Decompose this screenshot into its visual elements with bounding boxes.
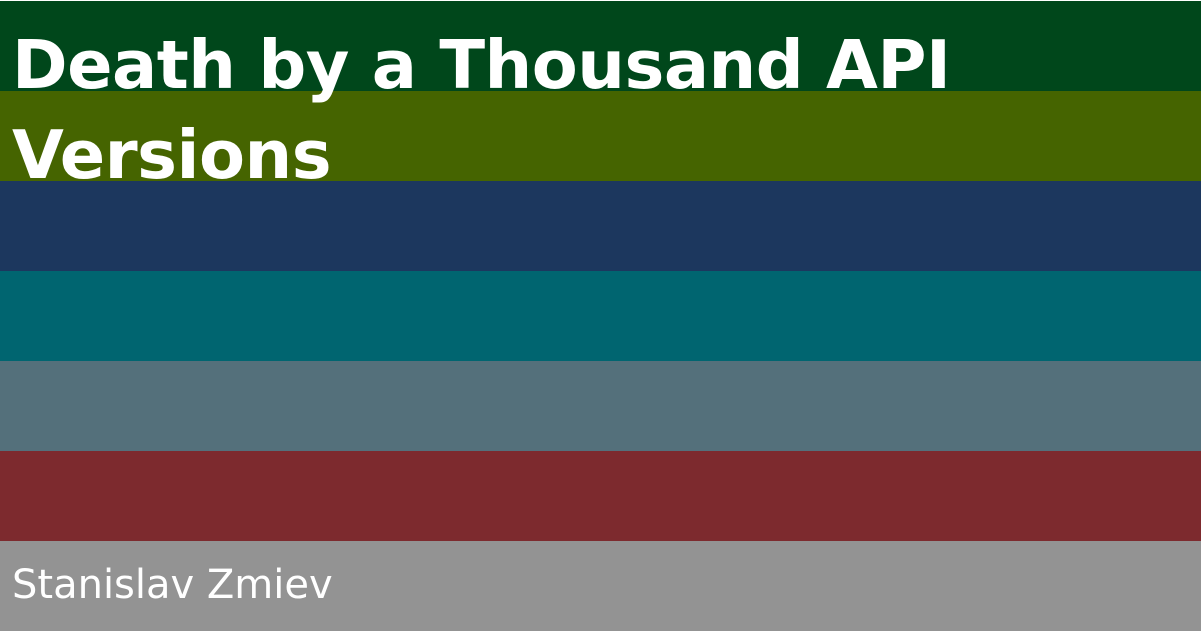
color-stripe xyxy=(0,271,1201,361)
author-name: Stanislav Zmiev xyxy=(12,562,333,608)
page-title: Death by a Thousand API Versions xyxy=(12,26,951,194)
color-stripe xyxy=(0,1,1201,91)
color-stripe xyxy=(0,91,1201,181)
color-stripe xyxy=(0,541,1201,631)
color-stripe xyxy=(0,361,1201,451)
color-stripe xyxy=(0,181,1201,271)
color-stripe xyxy=(0,451,1201,541)
